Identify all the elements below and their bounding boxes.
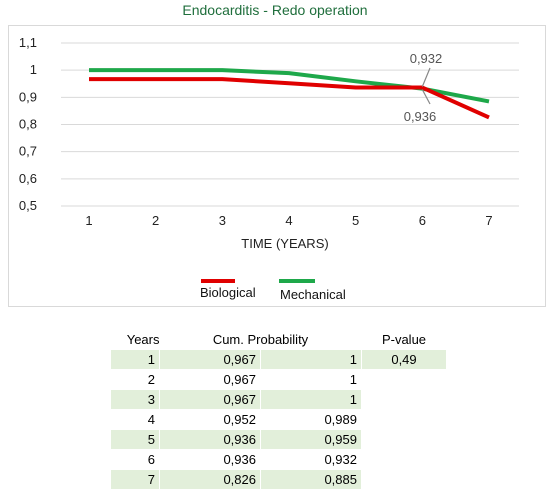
p-value-cell bbox=[361, 449, 447, 470]
y-tick-label: 0,9 bbox=[19, 89, 37, 104]
mechanical-cell: 1 bbox=[260, 349, 362, 370]
x-axis-label: TIME (YEARS) bbox=[241, 236, 328, 251]
biological-cell: 0,952 bbox=[159, 409, 261, 430]
table-row: 6 0,936 0,932 bbox=[110, 449, 447, 470]
table-row: 4 0,952 0,989 bbox=[110, 409, 447, 430]
series-line-mechanical bbox=[89, 68, 490, 104]
x-tick-label: 4 bbox=[285, 213, 292, 228]
annotation-leader-biological bbox=[421, 89, 431, 105]
p-value-cell bbox=[361, 389, 447, 410]
table-row: 7 0,826 0,885 bbox=[110, 469, 447, 490]
table-row: 3 0,967 1 bbox=[110, 389, 447, 410]
biological-cell: 0,967 bbox=[159, 369, 261, 390]
x-tick-label: 5 bbox=[352, 213, 359, 228]
legend-label-biological: Biological bbox=[200, 285, 256, 300]
y-tick-label: 0,5 bbox=[19, 198, 37, 213]
biological-cell: 0,826 bbox=[159, 469, 261, 490]
table-row: 1 0,967 1 0,49 bbox=[110, 349, 447, 370]
p-value-cell bbox=[361, 429, 447, 450]
mechanical-cell: 1 bbox=[260, 389, 362, 410]
year-cell: 1 bbox=[110, 349, 160, 370]
table-row: 5 0,936 0,959 bbox=[110, 429, 447, 450]
chart-title: Endocarditis - Redo operation bbox=[182, 2, 368, 18]
year-cell: 2 bbox=[110, 369, 160, 390]
line-chart: 0,5 0,6 0,7 0,8 0,9 1 1,1 1 2 3 4 5 6 7 TIME (YEARS) 0,… bbox=[19, 35, 519, 302]
biological-cell: 0,967 bbox=[159, 389, 261, 410]
biological-cell: 0,967 bbox=[159, 349, 261, 370]
p-value-cell: 0,49 bbox=[361, 349, 447, 370]
chart-area: 0,5 0,6 0,7 0,8 0,9 1 1,1 1 2 3 4 5 6 7 TIME (YEARS) 0,… bbox=[8, 25, 546, 307]
x-tick-label: 1 bbox=[85, 213, 92, 228]
y-tick-label: 0,8 bbox=[19, 117, 37, 132]
year-cell: 5 bbox=[110, 429, 160, 450]
table-body: 1 0,967 1 0,49 2 0,967 1 3 0,967 1 4 0,952 0,989 5 0,9… bbox=[110, 349, 447, 490]
annotation-biological: 0,936 bbox=[404, 109, 437, 124]
x-tick-label: 3 bbox=[219, 213, 226, 228]
year-cell: 6 bbox=[110, 449, 160, 470]
y-tick-label: 0,7 bbox=[19, 144, 37, 159]
annotation-leader-mechanical bbox=[421, 67, 431, 87]
mechanical-cell: 1 bbox=[260, 369, 362, 390]
x-tick-label: 7 bbox=[485, 213, 492, 228]
header-years: Years bbox=[126, 331, 160, 347]
year-cell: 7 bbox=[110, 469, 160, 490]
annotation-mechanical: 0,932 bbox=[410, 51, 443, 66]
mechanical-cell: 0,959 bbox=[260, 429, 362, 450]
legend-label-mechanical: Mechanical bbox=[280, 287, 346, 302]
y-tick-label: 0,6 bbox=[19, 171, 37, 186]
probability-table: Years Cum. Probability P-value 1 0,967 1 0,… bbox=[110, 329, 447, 490]
x-tick-label: 6 bbox=[419, 213, 426, 228]
p-value-cell bbox=[361, 469, 447, 490]
series-line-biological bbox=[89, 77, 490, 120]
y-tick-label: 1,1 bbox=[19, 35, 37, 50]
header-cum-probability: Cum. Probability bbox=[212, 331, 309, 347]
y-tick-label: 1 bbox=[30, 62, 37, 77]
mechanical-cell: 0,989 bbox=[260, 409, 362, 430]
biological-cell: 0,936 bbox=[159, 429, 261, 450]
table-header-row: Years Cum. Probability P-value bbox=[111, 329, 447, 350]
p-value-cell bbox=[361, 409, 447, 430]
x-tick-label: 2 bbox=[152, 213, 159, 228]
p-value-cell bbox=[361, 369, 447, 390]
table-row: 2 0,967 1 bbox=[110, 369, 447, 390]
year-cell: 3 bbox=[110, 389, 160, 410]
year-cell: 4 bbox=[110, 409, 160, 430]
header-p-value: P-value bbox=[381, 331, 427, 347]
biological-cell: 0,936 bbox=[159, 449, 261, 470]
mechanical-cell: 0,885 bbox=[260, 469, 362, 490]
mechanical-cell: 0,932 bbox=[260, 449, 362, 470]
